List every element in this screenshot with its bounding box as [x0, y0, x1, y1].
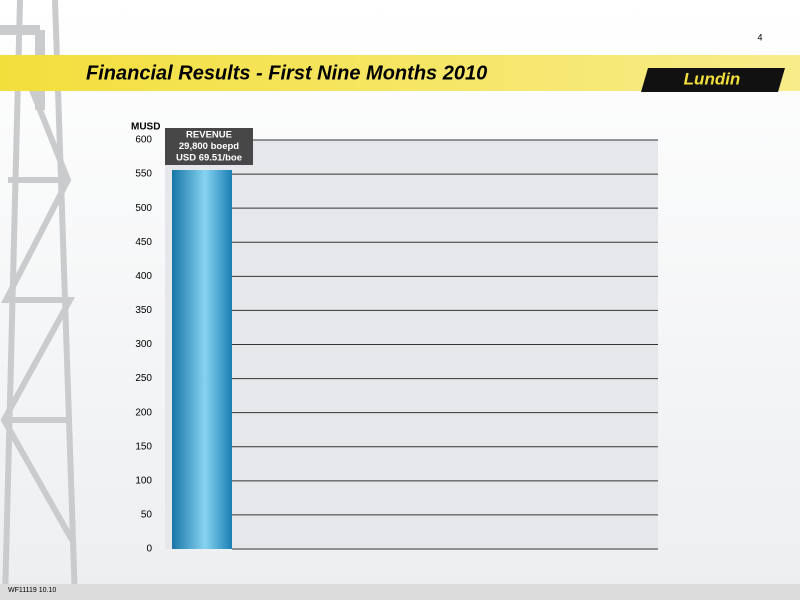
bar: [172, 169, 232, 549]
annotation: REVENUE: [186, 130, 232, 141]
y-tick-label: 150: [135, 441, 152, 452]
annotation: USD 69.51/boe: [176, 153, 242, 164]
y-tick-label: 550: [135, 169, 152, 180]
logo: Lundin: [684, 69, 741, 88]
page-number: 4: [757, 32, 762, 42]
y-tick-label: 450: [135, 237, 152, 248]
y-tick-label: 50: [141, 510, 153, 521]
y-tick-label: 400: [135, 271, 152, 282]
y-tick-label: 100: [135, 475, 152, 486]
footer-band: [0, 584, 800, 600]
y-tick-label: 350: [135, 305, 152, 316]
y-tick-label: 0: [146, 544, 152, 555]
footer-code: WF11119 10.10: [8, 587, 56, 594]
y-axis-label: MUSD: [131, 122, 160, 133]
y-tick-label: 300: [135, 339, 152, 350]
annotation-box: [165, 128, 253, 165]
y-tick-label: 200: [135, 407, 152, 418]
slide-title: Financial Results - First Nine Months 20…: [86, 62, 487, 84]
annotation: 29,800 boepd: [179, 141, 239, 152]
y-tick-label: 250: [135, 373, 152, 384]
logo-box: [641, 68, 785, 92]
y-tick-label: 500: [135, 203, 152, 214]
y-tick-label: 600: [135, 135, 152, 146]
